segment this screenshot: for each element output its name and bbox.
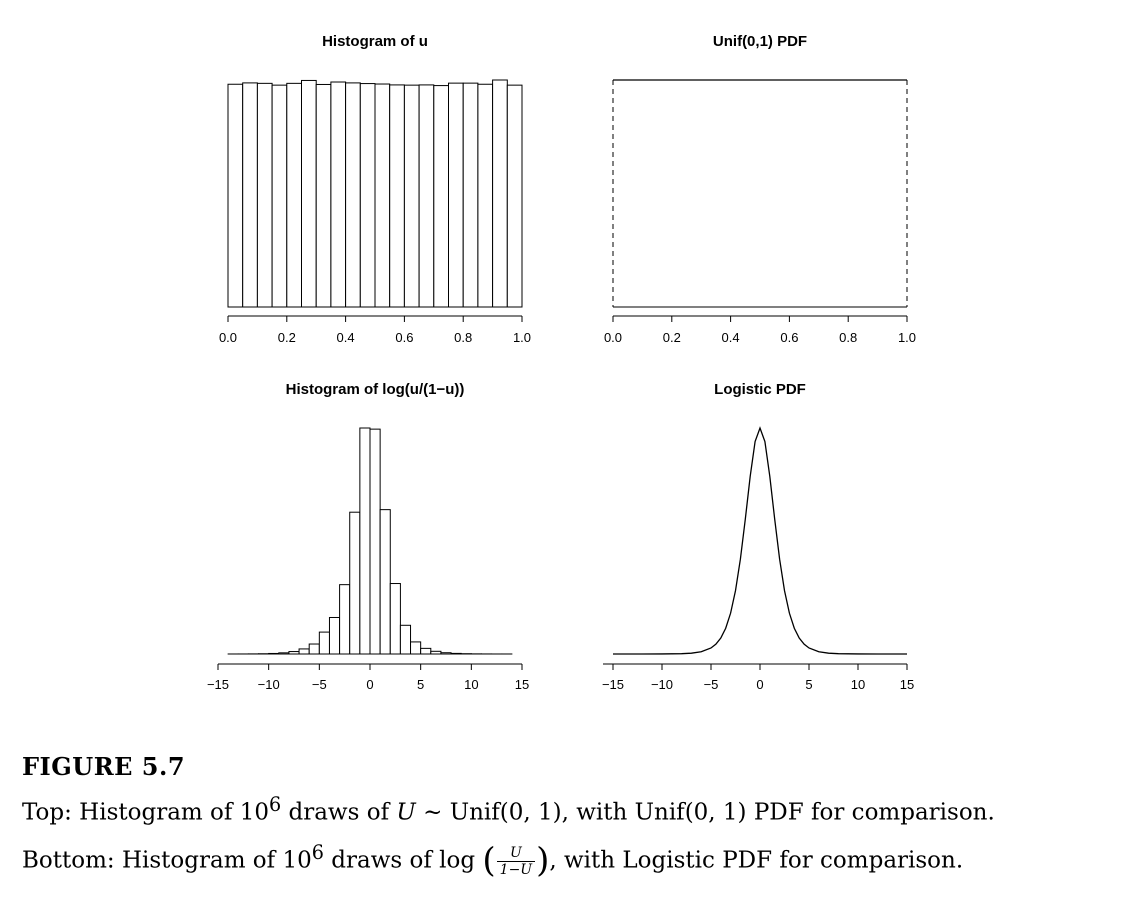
- caption-line-bottom: Bottom: Histogram of 106 draws of log (U…: [22, 840, 964, 881]
- x-tick-label: 0.6: [780, 330, 798, 345]
- x-tick-label: 0: [756, 677, 763, 692]
- panel-logistic-pdf: Logistic PDF −15 −10 −5 0 5 10 15: [602, 381, 914, 692]
- x-tick-label: 1.0: [513, 330, 531, 345]
- histogram-bar: [308, 643, 320, 655]
- chart-title: Logistic PDF: [714, 381, 806, 398]
- x-tick-label: 10: [851, 677, 865, 692]
- panel-hist-u: Histogram of u 0.0 0.2 0.4 0.6 0.8 1.0: [219, 33, 531, 345]
- caption-line-top: Top: Histogram of 106 draws of U ∼ Unif(…: [22, 793, 995, 826]
- histogram-bar: [440, 652, 452, 655]
- panel-hist-logit: Histogram of log(u/(1−u)) −15 −10 −5 0 5 10 15: [207, 381, 529, 692]
- x-tick-label: 0.4: [337, 330, 355, 345]
- x-tick-label: 0: [366, 677, 373, 692]
- histogram-bar: [349, 511, 361, 655]
- histogram-bar: [278, 652, 290, 655]
- panel-unif-pdf: Unif(0,1) PDF 0.0 0.2 0.4 0.6 0.8 1.0: [604, 33, 916, 345]
- histogram-bar: [492, 79, 508, 308]
- histogram-bar: [286, 82, 302, 308]
- x-tick-label: 0.0: [219, 330, 237, 345]
- histogram-bar: [359, 427, 371, 655]
- histogram-bar: [403, 84, 420, 308]
- histogram-bar: [420, 647, 432, 655]
- x-tick-label: 5: [805, 677, 812, 692]
- chart-title: Unif(0,1) PDF: [713, 33, 807, 50]
- x-tick-label: 0.8: [454, 330, 472, 345]
- histogram-bar: [462, 82, 479, 308]
- histogram-bar: [389, 84, 405, 308]
- histogram-bar: [301, 79, 317, 308]
- histogram-bar: [448, 82, 464, 308]
- x-tick-label: 0.8: [839, 330, 857, 345]
- x-tick-label: 0.4: [722, 330, 740, 345]
- histogram-bar: [315, 83, 332, 308]
- x-tick-label: −10: [258, 677, 280, 692]
- histogram-bar: [359, 83, 376, 308]
- x-tick-label: 10: [464, 677, 478, 692]
- x-tick-label: 5: [417, 677, 424, 692]
- histogram-bar: [477, 83, 494, 308]
- histogram-bar: [379, 509, 391, 655]
- histogram-bar: [374, 83, 391, 308]
- x-tick-label: 0.6: [395, 330, 413, 345]
- histogram-bar: [369, 428, 381, 655]
- histogram-bar: [506, 84, 523, 308]
- figure-label: FIGURE 5.7: [22, 752, 186, 781]
- histogram-bar: [345, 82, 361, 308]
- chart-title: Histogram of u: [322, 33, 428, 50]
- x-tick-label: −15: [602, 677, 624, 692]
- histogram-bar: [410, 641, 422, 655]
- histogram-bar: [389, 583, 401, 655]
- histogram-bar: [328, 616, 341, 655]
- x-tick-label: −5: [704, 677, 719, 692]
- figure-caption: FIGURE 5.7 Top: Histogram of 106 draws o…: [22, 752, 1112, 880]
- histogram-bar: [399, 624, 412, 655]
- x-tick-label: 15: [515, 677, 529, 692]
- histogram-bar: [288, 651, 300, 655]
- x-tick-label: 0.0: [604, 330, 622, 345]
- x-tick-label: 1.0: [898, 330, 916, 345]
- x-tick-label: 0.2: [278, 330, 296, 345]
- histogram-bar: [330, 81, 347, 308]
- x-tick-label: 15: [900, 677, 914, 692]
- x-tick-label: −10: [651, 677, 673, 692]
- histogram-bar: [418, 84, 435, 308]
- histogram-bar: [433, 85, 449, 308]
- histogram-bar: [318, 631, 330, 655]
- chart-title: Histogram of log(u/(1−u)): [286, 381, 465, 398]
- histogram-bar: [227, 83, 244, 308]
- x-tick-label: −5: [312, 677, 327, 692]
- histogram-bar: [256, 82, 273, 308]
- fraction: U 1−U: [496, 845, 536, 878]
- histogram-bar: [268, 652, 280, 655]
- histogram-bar: [430, 650, 442, 655]
- pdf-curve: [612, 426, 908, 655]
- x-tick-label: −15: [207, 677, 229, 692]
- histogram-bar: [242, 82, 258, 308]
- x-tick-label: 0.2: [663, 330, 681, 345]
- histogram-bar: [271, 84, 288, 308]
- plots-canvas: Histogram of u0.0 0.2 0.4 0.6 0.8 1.0Unif(0,1…: [207, 33, 916, 692]
- histogram-bar: [339, 584, 351, 655]
- histogram-bar: [298, 648, 310, 655]
- histogram-bar: [450, 652, 462, 655]
